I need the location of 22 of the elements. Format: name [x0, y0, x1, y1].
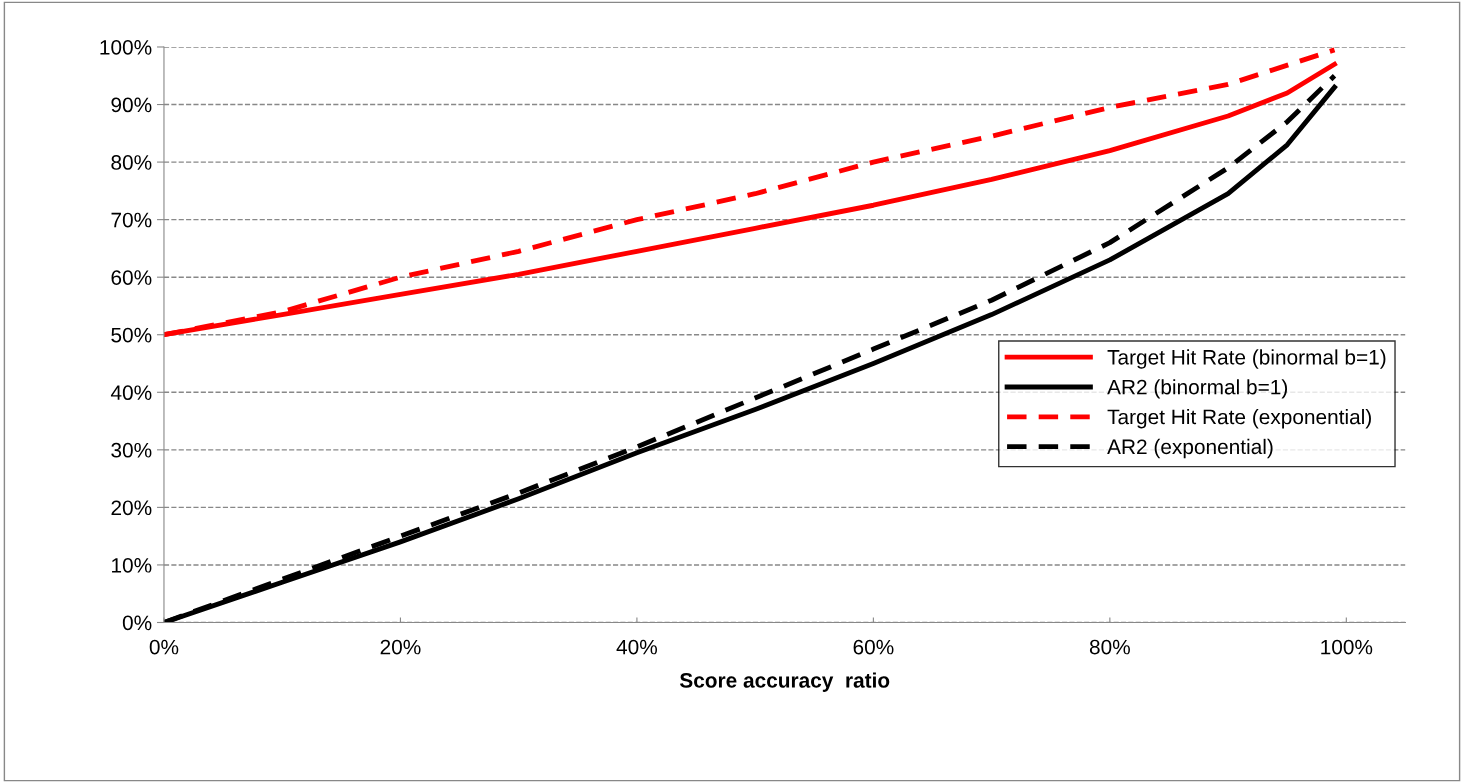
x-tick-label: 40%: [616, 639, 658, 655]
y-tick-label: 100%: [100, 39, 152, 55]
legend-label: Target Hit Rate (binormal b=1): [1107, 349, 1386, 369]
x-tick-label: 80%: [1089, 639, 1130, 655]
y-tick-label: 80%: [111, 155, 152, 170]
y-tick-label: 10%: [112, 557, 152, 573]
y-tick-label: 50%: [111, 327, 152, 343]
y-tick-label: 90%: [111, 97, 152, 113]
y-tick-label: 20%: [111, 500, 152, 516]
legend-label: AR2 (binormal b=1): [1107, 379, 1287, 399]
x-tick-label: 100%: [1321, 639, 1373, 655]
legend-label: AR2 (exponential): [1107, 438, 1273, 459]
x-tick-label: 0%: [149, 639, 179, 655]
y-tick-label: 40%: [110, 385, 152, 401]
y-tick-label: 0%: [122, 615, 152, 631]
x-tick-label: 20%: [380, 639, 421, 655]
legend-label: Target Hit Rate (exponential): [1107, 409, 1371, 429]
x-axis-title: Score accuracy ratio: [679, 672, 890, 692]
y-tick-label: 60%: [111, 270, 152, 285]
y-tick-label: 70%: [111, 212, 152, 228]
x-tick-label: 60%: [853, 639, 894, 655]
y-tick-label: 30%: [111, 442, 152, 458]
